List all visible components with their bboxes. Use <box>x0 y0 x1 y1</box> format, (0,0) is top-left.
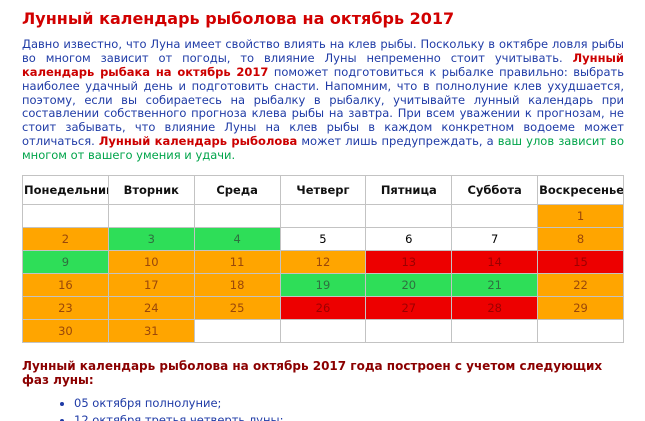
calendar-empty-cell <box>193 203 281 228</box>
calendar-empty-cell <box>22 203 109 228</box>
calendar-day-cell: 24 <box>107 295 195 320</box>
calendar-day-cell: 11 <box>193 249 281 274</box>
calendar-empty-cell <box>451 203 539 228</box>
calendar-week-row: 23 24 25 26 27 28 29 <box>22 295 624 320</box>
calendar-empty-cell <box>365 318 453 343</box>
calendar-empty-cell <box>365 203 453 228</box>
lunar-calendar-table: Понедельник Вторник Среда Четверг Пятница Суб… <box>22 174 624 343</box>
calendar-day-cell: 18 <box>193 272 281 297</box>
calendar-day-cell: 7 <box>451 226 539 251</box>
intro-segment: может лишь предупреждать, а <box>297 133 498 148</box>
calendar-day-cell: 4 <box>193 226 281 251</box>
calendar-body: 1 2 3 4 5 6 7 8 9 10 11 12 13 14 15 16 17 18 19 20 21 22 23 24 2… <box>22 203 624 343</box>
weekday-header: Воскресенье <box>537 174 624 205</box>
calendar-day-cell: 5 <box>279 226 367 251</box>
weekday-header: Вторник <box>107 174 195 205</box>
calendar-day-cell: 31 <box>107 318 195 343</box>
calendar-day-cell: 16 <box>22 272 109 297</box>
calendar-day-cell: 30 <box>22 318 109 343</box>
calendar-day-cell: 22 <box>537 272 624 297</box>
weekday-header: Суббота <box>451 174 539 205</box>
calendar-day-cell: 20 <box>365 272 453 297</box>
calendar-day-cell: 15 <box>537 249 624 274</box>
calendar-day-cell: 9 <box>22 249 109 274</box>
weekday-header: Пятница <box>365 174 453 205</box>
calendar-day-cell: 13 <box>365 249 453 274</box>
calendar-day-cell: 23 <box>22 295 109 320</box>
calendar-empty-cell <box>279 203 367 228</box>
calendar-week-row: 1 <box>22 203 624 228</box>
calendar-day-cell: 29 <box>537 295 624 320</box>
intro-segment: ваш улов зависит во многом от вашего уме… <box>22 133 624 162</box>
page-title: Лунный календарь рыболова на октябрь 201… <box>22 9 455 28</box>
weekday-header: Понедельник <box>22 174 109 205</box>
calendar-day-cell: 14 <box>451 249 539 274</box>
phase-item: 12 октября третья четверть луны; <box>74 413 624 421</box>
calendar-day-cell: 2 <box>22 226 109 251</box>
calendar-day-cell: 8 <box>537 226 624 251</box>
calendar-empty-cell <box>451 318 539 343</box>
intro-segment: Лунный календарь рыбака на октябрь 2017 <box>22 51 624 79</box>
weekday-header: Четверг <box>279 174 367 205</box>
calendar-empty-cell <box>193 318 281 343</box>
intro-paragraph: Давно известно, что Луна имеет свойство … <box>22 38 624 162</box>
calendar-empty-cell <box>107 203 195 228</box>
calendar-week-row: 30 31 <box>22 318 624 343</box>
calendar-day-cell: 12 <box>279 249 367 274</box>
calendar-empty-cell <box>279 318 367 343</box>
calendar-day-cell: 19 <box>279 272 367 297</box>
weekday-header: Среда <box>193 174 281 205</box>
calendar-day-cell: 21 <box>451 272 539 297</box>
calendar-day-cell: 26 <box>279 295 367 320</box>
calendar-header-row: Понедельник Вторник Среда Четверг Пятница Суб… <box>22 174 624 205</box>
calendar-day-cell: 27 <box>365 295 453 320</box>
phases-heading: Лунный календарь рыболова на октябрь 201… <box>22 358 603 387</box>
phase-item: 05 октября полнолуние; <box>74 396 624 410</box>
intro-segment: Давно известно, что Луна имеет свойство … <box>22 37 624 66</box>
phases-list: 05 октября полнолуние; 12 октября третья … <box>22 396 624 421</box>
calendar-day-cell: 25 <box>193 295 281 320</box>
calendar-empty-cell <box>537 318 624 343</box>
calendar-day-cell: 6 <box>365 226 453 251</box>
calendar-day-cell: 1 <box>537 203 624 228</box>
calendar-day-cell: 17 <box>107 272 195 297</box>
intro-segment: поможет подготовиться к рыбалке правильн… <box>22 64 625 148</box>
calendar-week-row: 9 10 11 12 13 14 15 <box>22 249 624 274</box>
calendar-day-cell: 28 <box>451 295 539 320</box>
intro-segment: Лунный календарь рыболова <box>98 133 298 148</box>
calendar-day-cell: 3 <box>107 226 195 251</box>
calendar-day-cell: 10 <box>107 249 195 274</box>
calendar-week-row: 16 17 18 19 20 21 22 <box>22 272 624 297</box>
